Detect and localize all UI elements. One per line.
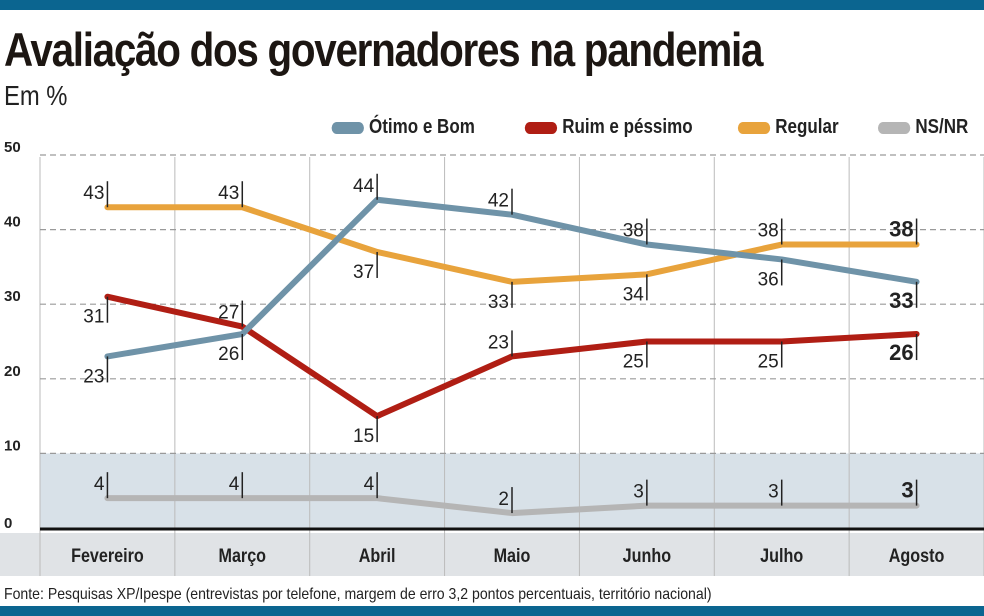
legend-item: Ruim e péssimo [524,116,693,139]
data-label: 37 [353,262,374,283]
legend-swatch [524,121,558,134]
legend-item: NS/NR [877,116,969,139]
data-label: 34 [623,284,645,305]
legend-swatch [332,121,365,134]
data-label: 43 [218,183,239,204]
data-label: 36 [758,269,779,290]
data-label: 42 [488,191,509,212]
top-bar [0,0,984,10]
series-line-2 [104,204,920,285]
legend-label: NS/NR [915,116,969,138]
data-label: 4 [229,474,240,495]
x-axis-band [0,533,984,576]
source-note: Fonte: Pesquisas XP/Ipespe (entrevistas … [4,586,712,603]
data-label: 33 [488,292,509,313]
legend-label: Regular [775,116,839,138]
legend-label: Ótimo e Bom [369,116,476,138]
legend-swatch [877,121,911,134]
data-label: 33 [889,288,913,313]
legend-item: Regular [738,116,839,139]
data-label: 38 [623,221,644,242]
chart-title: Avaliação dos governadores na pandemia [4,23,763,76]
data-label: 2 [498,489,509,510]
data-label: 3 [633,482,644,503]
x-tick-label: Abril [359,545,396,567]
data-label: 3 [768,482,779,503]
data-label: 4 [364,474,375,495]
data-label: 27 [218,303,239,324]
data-label: 25 [758,352,779,373]
chart-subtitle: Em % [4,80,68,111]
bottom-bar [0,606,984,616]
x-tick-label: Março [219,545,267,567]
legend: Ótimo e Bom Ruim e péssimo Regular NS/NR [319,116,976,139]
data-label: 38 [758,221,779,242]
x-tick-label: Fevereiro [71,545,144,567]
y-tick-label: 50 [4,139,21,156]
data-label: 25 [623,352,644,373]
x-tick-label: Junho [623,545,672,567]
data-label: 43 [83,183,104,204]
x-tick-label: Agosto [889,545,945,567]
data-label: 4 [94,474,105,495]
data-label: 23 [488,332,509,353]
data-label: 38 [889,217,913,242]
y-tick-label: 40 [4,214,21,231]
data-label: 3 [901,478,913,503]
data-label: 15 [353,426,374,447]
data-label: 26 [889,340,913,365]
y-tick-label: 30 [4,288,21,305]
legend-label: Ruim e péssimo [562,116,693,138]
y-tick-label: 20 [4,363,21,380]
data-label: 26 [218,344,239,365]
data-label: 44 [353,176,375,197]
legend-swatch [738,121,771,134]
data-label: 31 [83,307,104,328]
legend-item: Ótimo e Bom [332,116,475,139]
x-tick-label: Julho [760,545,803,567]
x-tick-label: Maio [494,545,531,567]
y-tick-label: 0 [4,515,12,532]
y-tick-label: 10 [4,437,21,454]
data-label: 23 [83,366,104,387]
